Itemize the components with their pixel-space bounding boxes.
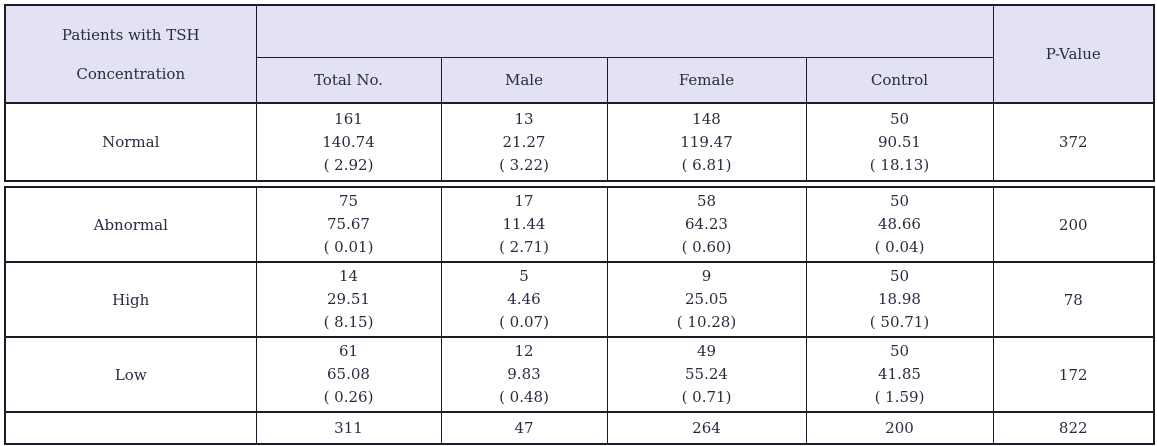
cell-sd: ( 0.04) xyxy=(874,238,925,256)
cell-count: 50 xyxy=(889,267,910,285)
cell-count: 148 xyxy=(692,109,721,128)
cell-mean: 25.05 xyxy=(685,290,728,308)
cell-count: 5 xyxy=(519,267,529,285)
totals-total-no: 311 xyxy=(255,411,442,445)
table-row-low: Low 61 65.08 ( 0.26) 12 9.83 ( 0.48) 49 … xyxy=(4,336,1155,413)
cell-sd: ( 2.92) xyxy=(323,155,374,174)
header-label-line1: Patients with TSH xyxy=(61,25,200,44)
cell-low-total: 61 65.08 ( 0.26) xyxy=(255,336,442,413)
cell-abnormal-male: 17 11.44 ( 2.71) xyxy=(440,186,608,263)
cell-count: 75 xyxy=(338,192,359,210)
cell-sd: ( 2.71) xyxy=(499,238,549,256)
cell-low-p-value: 172 xyxy=(992,336,1155,413)
cell-count: 9 xyxy=(701,267,712,285)
cell-normal-female: 148 119.47 ( 6.81) xyxy=(606,102,807,182)
cell-count: 50 xyxy=(889,342,910,360)
tsh-table-body-block: Abnormal 75 75.67 ( 0.01) 17 11.44 ( 2.7… xyxy=(4,186,1155,445)
cell-mean: 41.85 xyxy=(878,365,921,383)
totals-row-label-empty xyxy=(4,411,257,445)
cell-sd: ( 0.60) xyxy=(681,238,732,256)
cell-count: 61 xyxy=(338,342,359,360)
cell-abnormal-total: 75 75.67 ( 0.01) xyxy=(255,186,442,263)
cell-mean: 21.27 xyxy=(502,132,546,151)
cell-mean: 9.83 xyxy=(507,365,541,383)
table-row-totals: 311 47 264 200 822 xyxy=(4,411,1155,445)
cell-high-p-value: 78 xyxy=(992,261,1155,338)
cell-low-male: 12 9.83 ( 0.48) xyxy=(440,336,608,413)
totals-p-value: 822 xyxy=(992,411,1155,445)
cell-sd: ( 0.01) xyxy=(323,238,374,256)
cell-normal-total: 161 140.74 ( 2.92) xyxy=(255,102,442,182)
cell-sd: ( 0.07) xyxy=(499,313,549,331)
cell-count: 50 xyxy=(889,109,910,128)
cell-sd: ( 0.48) xyxy=(499,388,549,406)
row-label-abnormal: Abnormal xyxy=(4,186,257,263)
cell-count: 13 xyxy=(514,109,534,128)
table-row-high: High 14 29.51 ( 8.15) 5 4.46 ( 0.07) 9 2… xyxy=(4,261,1155,338)
cell-sd: ( 3.22) xyxy=(499,155,549,174)
cell-sd: ( 10.28) xyxy=(676,313,737,331)
header-label-line2: Concentration xyxy=(76,64,186,83)
cell-count: 58 xyxy=(696,192,717,210)
cell-count: 49 xyxy=(696,342,717,360)
column-header-male: Male xyxy=(440,56,608,104)
header-row-columns: Total No. Male Female Control xyxy=(5,56,1154,104)
cell-high-female: 9 25.05 ( 10.28) xyxy=(606,261,807,338)
cell-mean: 18.98 xyxy=(878,290,921,308)
column-header-female: Female xyxy=(606,56,807,104)
cell-count: 12 xyxy=(514,342,534,360)
cell-high-control: 50 18.98 ( 50.71) xyxy=(805,261,994,338)
column-header-p-value: P-Value xyxy=(992,4,1155,104)
cell-mean: 64.23 xyxy=(685,215,728,233)
row-header-patients-tsh-concentration: Patients with TSH Concentration xyxy=(4,4,257,104)
row-label-low: Low xyxy=(4,336,257,413)
header-group-spacer xyxy=(255,4,994,58)
cell-mean: 119.47 xyxy=(680,132,733,151)
cell-normal-male: 13 21.27 ( 3.22) xyxy=(440,102,608,182)
cell-abnormal-p-value: 200 xyxy=(992,186,1155,263)
cell-count: 161 xyxy=(334,109,363,128)
cell-high-total: 14 29.51 ( 8.15) xyxy=(255,261,442,338)
cell-sd: ( 1.59) xyxy=(874,388,925,406)
cell-abnormal-control: 50 48.66 ( 0.04) xyxy=(805,186,994,263)
cell-mean: 29.51 xyxy=(327,290,370,308)
cell-sd: ( 0.71) xyxy=(681,388,732,406)
cell-normal-p-value: 372 xyxy=(992,102,1155,182)
cell-mean: 75.67 xyxy=(327,215,370,233)
tsh-table-header-block: Patients with TSH Concentration P-Value … xyxy=(4,4,1155,182)
cell-mean: 55.24 xyxy=(685,365,728,383)
cell-abnormal-female: 58 64.23 ( 0.60) xyxy=(606,186,807,263)
cell-low-control: 50 41.85 ( 1.59) xyxy=(805,336,994,413)
cell-sd: ( 18.13) xyxy=(869,155,930,174)
totals-control: 200 xyxy=(805,411,994,445)
cell-sd: ( 0.26) xyxy=(323,388,374,406)
cell-sd: ( 8.15) xyxy=(323,313,374,331)
column-header-total-no: Total No. xyxy=(255,56,442,104)
cell-mean: 140.74 xyxy=(322,132,375,151)
cell-count: 14 xyxy=(338,267,359,285)
row-label-normal: Normal xyxy=(4,102,257,182)
cell-mean: 48.66 xyxy=(878,215,921,233)
cell-low-female: 49 55.24 ( 0.71) xyxy=(606,336,807,413)
row-label-high: High xyxy=(4,261,257,338)
table-row-normal: Normal 161 140.74 ( 2.92) 13 21.27 ( 3.2… xyxy=(4,102,1155,182)
cell-sd: ( 50.71) xyxy=(869,313,930,331)
cell-mean: 11.44 xyxy=(502,215,546,233)
cell-count: 17 xyxy=(514,192,534,210)
totals-male: 47 xyxy=(440,411,608,445)
header-row-top: Patients with TSH Concentration P-Value xyxy=(4,4,1155,104)
totals-female: 264 xyxy=(606,411,807,445)
column-header-control: Control xyxy=(805,56,994,104)
cell-mean: 4.46 xyxy=(507,290,541,308)
cell-count: 50 xyxy=(889,192,910,210)
cell-normal-control: 50 90.51 ( 18.13) xyxy=(805,102,994,182)
cell-sd: ( 6.81) xyxy=(681,155,732,174)
table-row-abnormal: Abnormal 75 75.67 ( 0.01) 17 11.44 ( 2.7… xyxy=(4,186,1155,263)
cell-high-male: 5 4.46 ( 0.07) xyxy=(440,261,608,338)
cell-mean: 65.08 xyxy=(327,365,370,383)
cell-mean: 90.51 xyxy=(878,132,921,151)
